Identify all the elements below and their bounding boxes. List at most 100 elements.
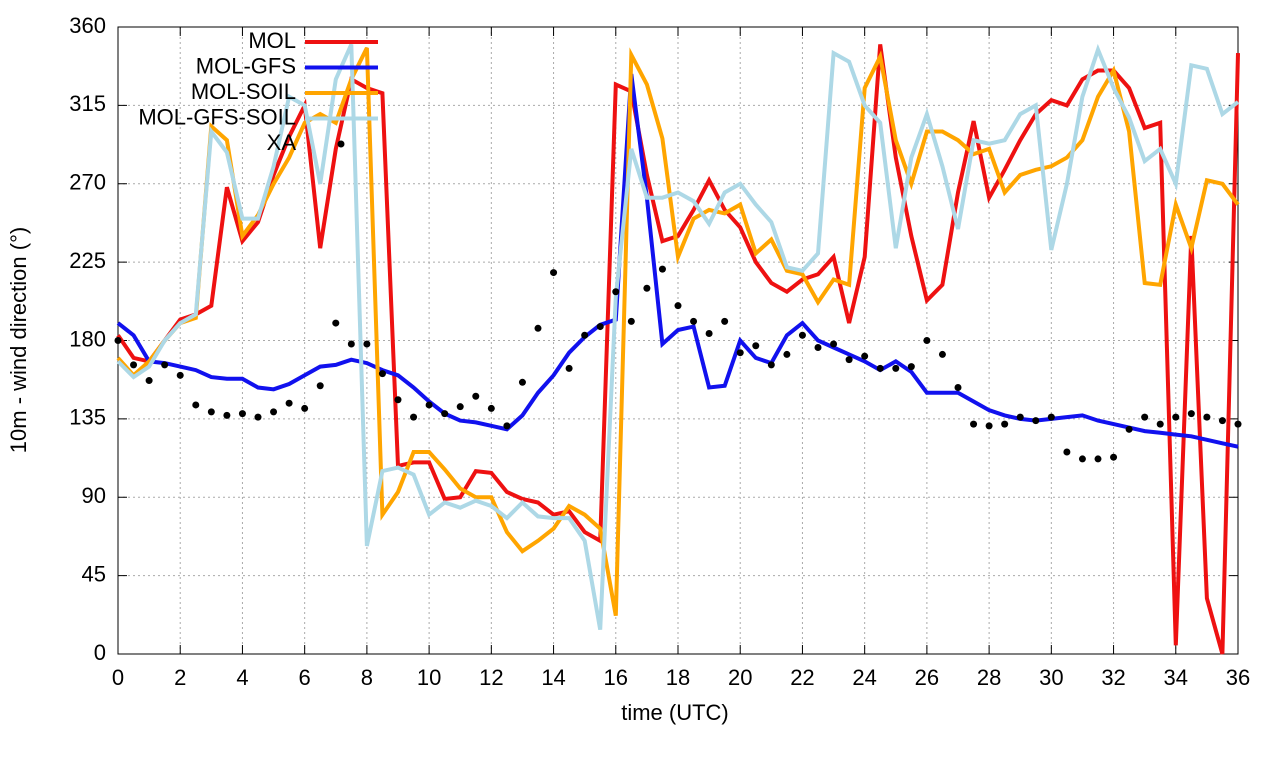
- legend-swatch: [337, 140, 345, 148]
- data-point: [674, 302, 682, 310]
- legend-label: MOL-SOIL: [191, 79, 296, 104]
- data-point: [798, 331, 806, 339]
- data-point: [736, 349, 744, 357]
- data-point: [581, 331, 589, 339]
- data-point: [207, 408, 215, 416]
- data-point: [1110, 453, 1118, 461]
- data-point: [145, 377, 153, 385]
- data-point: [378, 370, 386, 378]
- x-tick-label: 36: [1226, 665, 1250, 690]
- data-point: [176, 371, 184, 379]
- data-point: [487, 404, 495, 412]
- x-tick-label: 34: [1164, 665, 1188, 690]
- data-point: [861, 352, 869, 360]
- data-point: [518, 378, 526, 386]
- data-point: [752, 342, 760, 350]
- x-tick-label: 28: [977, 665, 1001, 690]
- data-point: [721, 317, 729, 325]
- data-point: [1203, 413, 1211, 421]
- x-tick-label: 4: [236, 665, 248, 690]
- legend-label: MOL-GFS-SOIL: [138, 104, 296, 129]
- data-point: [1016, 413, 1024, 421]
- y-tick-label: 45: [82, 561, 106, 586]
- x-tick-label: 14: [541, 665, 565, 690]
- data-point: [472, 392, 480, 400]
- data-point: [783, 350, 791, 358]
- data-point: [705, 330, 713, 338]
- data-point: [550, 269, 558, 277]
- data-point: [1187, 410, 1195, 418]
- y-tick-label: 135: [69, 405, 106, 430]
- data-point: [627, 317, 635, 325]
- y-tick-label: 270: [69, 170, 106, 195]
- y-tick-label: 0: [94, 640, 106, 665]
- y-tick-label: 315: [69, 91, 106, 116]
- data-point: [596, 323, 604, 331]
- legend-label: MOL: [248, 28, 296, 53]
- data-point: [767, 361, 775, 369]
- data-point: [1047, 413, 1055, 421]
- x-tick-label: 8: [361, 665, 373, 690]
- data-point: [938, 350, 946, 358]
- data-point: [238, 410, 246, 418]
- data-point: [643, 284, 651, 292]
- data-point: [394, 396, 402, 404]
- data-line: [116, 43, 1240, 630]
- data-point: [1032, 417, 1040, 425]
- data-point: [223, 411, 231, 419]
- x-tick-label: 18: [666, 665, 690, 690]
- x-axis-label: time (UTC): [621, 700, 729, 725]
- data-point: [1094, 455, 1102, 463]
- legend-label: MOL-GFS: [196, 53, 296, 78]
- data-point: [1172, 413, 1180, 421]
- data-point: [1125, 425, 1133, 433]
- data-point: [1234, 420, 1242, 428]
- data-point: [830, 340, 838, 348]
- y-tick-label: 225: [69, 248, 106, 273]
- data-point: [970, 420, 978, 428]
- x-tick-label: 0: [112, 665, 124, 690]
- x-tick-label: 22: [790, 665, 814, 690]
- data-point: [285, 399, 293, 407]
- y-tick-label: 180: [69, 326, 106, 351]
- data-point: [456, 403, 464, 411]
- x-tick-label: 16: [604, 665, 628, 690]
- x-tick-label: 26: [915, 665, 939, 690]
- data-point: [923, 337, 931, 344]
- data-point: [534, 324, 542, 332]
- data-point: [410, 413, 418, 421]
- y-tick-label: 90: [82, 483, 106, 508]
- legend-label: XA: [267, 130, 297, 155]
- data-point: [612, 288, 620, 296]
- x-tick-label: 10: [417, 665, 441, 690]
- data-point: [954, 384, 962, 392]
- data-point: [332, 319, 340, 327]
- data-point: [316, 382, 324, 390]
- data-point: [892, 364, 900, 372]
- data-point: [425, 401, 433, 409]
- x-tick-label: 32: [1101, 665, 1125, 690]
- data-point: [1141, 413, 1149, 421]
- data-point: [270, 408, 278, 416]
- data-point: [161, 361, 169, 369]
- data-line: [116, 47, 1240, 617]
- data-point: [347, 340, 355, 348]
- data-point: [503, 422, 511, 430]
- x-tick-label: 30: [1039, 665, 1063, 690]
- data-point: [658, 265, 666, 273]
- data-point: [1156, 420, 1164, 428]
- data-point: [876, 364, 884, 372]
- y-tick-label: 360: [69, 13, 106, 38]
- data-point: [192, 401, 200, 409]
- x-tick-label: 12: [479, 665, 503, 690]
- x-tick-label: 6: [299, 665, 311, 690]
- data-point: [1218, 417, 1226, 425]
- data-point: [114, 337, 122, 344]
- data-point: [690, 317, 698, 325]
- data-point: [565, 364, 573, 372]
- data-point: [1078, 455, 1086, 463]
- data-point: [845, 356, 853, 364]
- x-tick-label: 24: [852, 665, 876, 690]
- data-point: [1001, 420, 1009, 428]
